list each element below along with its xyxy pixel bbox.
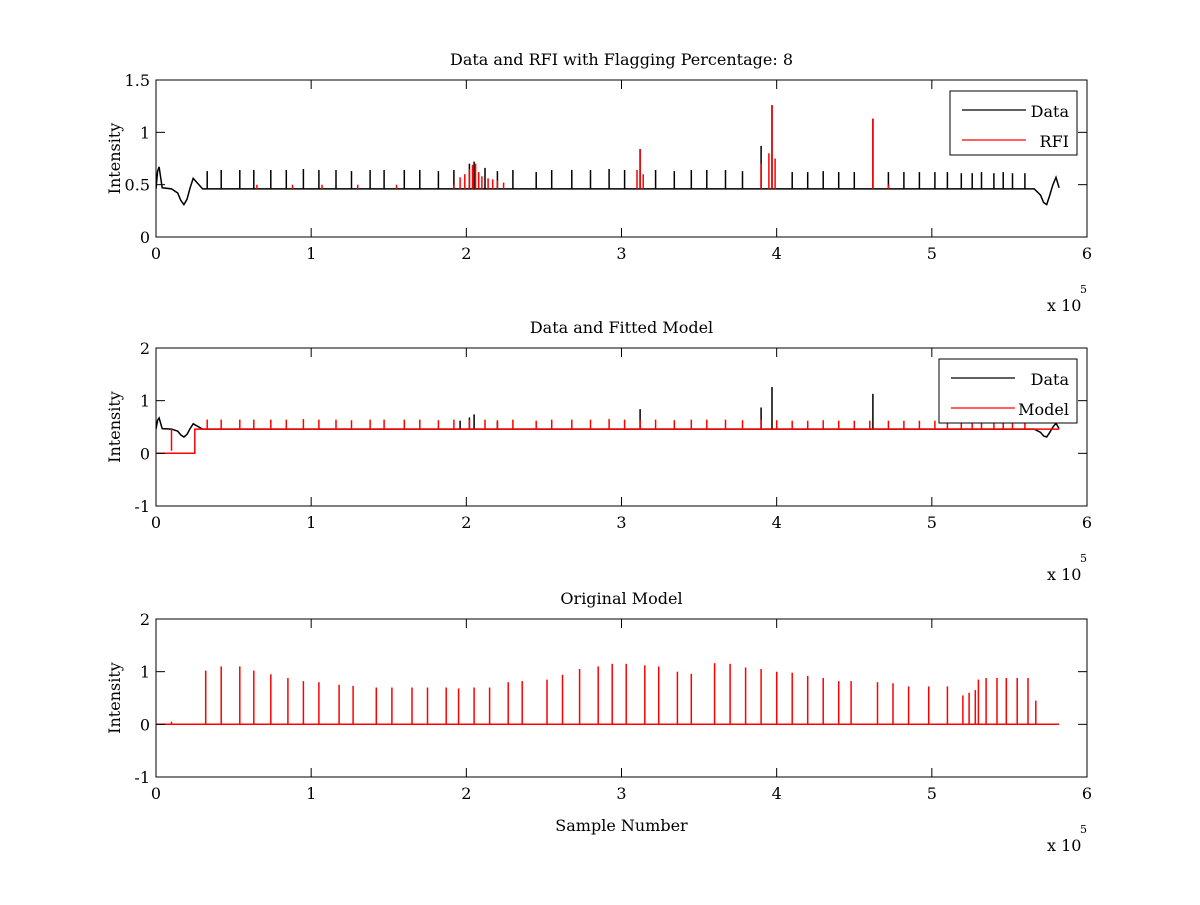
legend: Data RFI [949,90,1078,156]
y-axis-label: Intensity [105,662,124,734]
y-tick-label: -1 [134,768,150,787]
chart-title: Original Model [560,589,682,608]
y-tick-label: 2 [140,339,150,358]
y-axis-label: Intensity [105,123,124,195]
series-data-line [156,166,1060,206]
x-tick-label: 5 [927,513,937,532]
x-tick-label: 0 [151,784,161,803]
y-tick-label: 2 [140,610,150,629]
x-tick-label: 6 [1082,513,1092,532]
x-tick-label: 2 [461,244,471,263]
x-multiplier-exponent: 5 [1080,552,1087,565]
series-model-line [156,428,1060,455]
x-tick-label: 2 [461,784,471,803]
x-tick-label: 1 [306,784,316,803]
x-tick-label: 4 [772,513,782,532]
legend: Data Model [938,358,1078,424]
x-multiplier: x 10 [1047,565,1081,584]
x-tick-label: 1 [306,244,316,263]
x-multiplier: x 10 [1047,836,1081,855]
legend-entry: RFI [1040,132,1069,151]
chart-title: Data and RFI with Flagging Percentage: 8 [450,50,793,69]
legend-entry: Data [1031,370,1070,389]
y-tick-label: 1 [140,123,150,142]
y-tick-label: 0 [140,228,150,247]
y-tick-label: 1 [140,392,150,411]
x-tick-label: 3 [616,513,626,532]
y-axis-label: Intensity [105,391,124,463]
plot-area [155,79,1088,238]
y-tick-label: 1.5 [125,71,150,90]
x-tick-label: 3 [616,244,626,263]
legend-box [949,90,1078,156]
y-tick-label: 0 [140,715,150,734]
series-group [156,105,1060,206]
x-multiplier: x 10 [1047,296,1081,315]
x-tick-label: 6 [1082,244,1092,263]
y-tick-label: 1 [140,663,150,682]
y-tick-label: -1 [134,497,150,516]
x-tick-label: 5 [927,784,937,803]
legend-box [938,358,1078,424]
legend-entry: Data [1031,102,1070,121]
y-tick-label: 0.5 [125,176,150,195]
x-tick-label: 0 [151,513,161,532]
x-tick-label: 6 [1082,784,1092,803]
plot-area [155,347,1088,507]
x-tick-label: 4 [772,244,782,263]
chart-title: Data and Fitted Model [530,318,713,337]
x-tick-label: 5 [927,244,937,263]
x-axis-label: Sample Number [555,816,688,835]
y-tick-label: 0 [140,444,150,463]
series-group [156,663,1060,726]
legend-entry: Model [1018,400,1069,419]
x-multiplier-exponent: 5 [1080,823,1087,836]
chart-panel-1: 0 1 2 3 4 5 6 0 0.5 1 1.5 Data and RFI with Flaggin… [105,50,1092,315]
x-tick-label: 1 [306,513,316,532]
x-tick-label: 4 [772,784,782,803]
x-multiplier-exponent: 5 [1080,283,1087,296]
x-tick-label: 2 [461,513,471,532]
x-tick-label: 0 [151,244,161,263]
plot-area [155,618,1088,778]
series-group [156,387,1060,455]
x-tick-label: 3 [616,784,626,803]
